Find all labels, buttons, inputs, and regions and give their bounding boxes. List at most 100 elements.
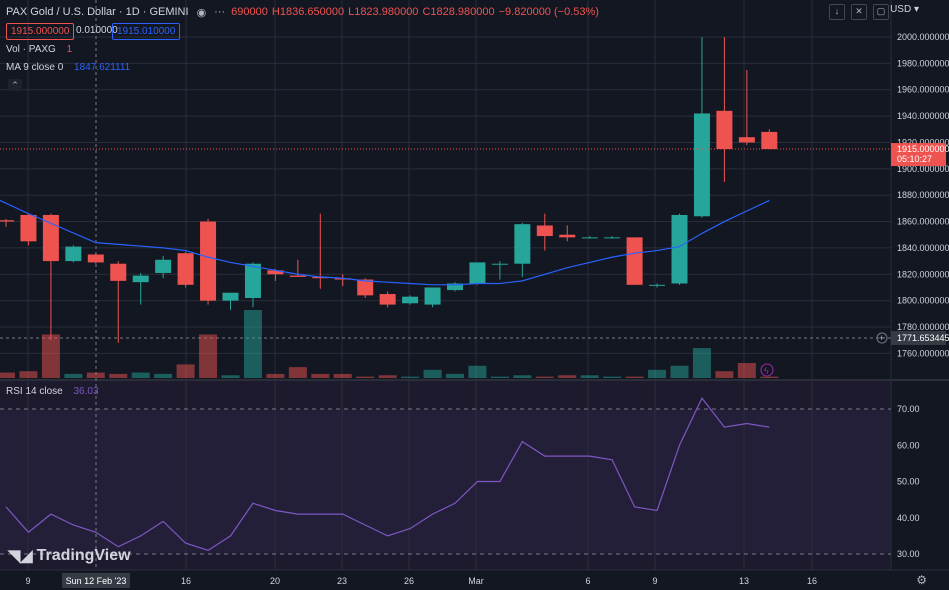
volume-bar: [648, 369, 667, 378]
move-down-icon[interactable]: ↓: [829, 4, 845, 20]
candle-body[interactable]: [424, 287, 441, 305]
candle-body[interactable]: [222, 292, 239, 301]
volume-bar: [558, 375, 577, 378]
candle-body[interactable]: [177, 253, 194, 285]
close-icon[interactable]: ✕: [851, 4, 867, 20]
price-tick-label: 1980.000000: [897, 58, 949, 68]
volume-bar: [19, 371, 38, 378]
candle-body[interactable]: [514, 224, 531, 264]
rsi-band: [0, 409, 891, 554]
price-tick-label: 1920.000000: [897, 137, 949, 147]
eye-icon[interactable]: ◉: [196, 6, 207, 19]
candle-body[interactable]: [267, 270, 284, 275]
candle-body[interactable]: [693, 113, 710, 217]
candle-body[interactable]: [132, 275, 149, 283]
ohlc-high: H1836.650000: [271, 6, 345, 18]
time-tick-label: 6: [585, 576, 590, 586]
candle-body[interactable]: [402, 296, 419, 304]
time-tick-label: 16: [807, 576, 817, 586]
volume-legend[interactable]: Vol · PAXG 1: [6, 44, 72, 55]
price-tick-label: 1780.000000: [897, 322, 949, 332]
flash-icon[interactable]: [760, 363, 774, 377]
time-tick-label: 9: [652, 576, 657, 586]
volume-bar: [580, 375, 599, 378]
candle-body[interactable]: [244, 263, 261, 298]
candle-body[interactable]: [738, 137, 755, 143]
candle-body[interactable]: [604, 237, 621, 239]
ma-legend[interactable]: MA 9 close 0 1847.621111: [6, 62, 130, 73]
collapse-legend-icon[interactable]: ⌃: [8, 79, 22, 91]
candle-body[interactable]: [357, 279, 374, 296]
volume-bar: [0, 372, 15, 378]
volume-bar: [199, 334, 218, 378]
candle-body[interactable]: [334, 278, 351, 280]
candle-body[interactable]: [42, 214, 59, 262]
price-tick-label: 2000.000000: [897, 32, 949, 42]
ohlc-open: 690000: [231, 6, 268, 18]
candle-body[interactable]: [87, 254, 104, 263]
volume-bar: [64, 373, 83, 378]
candle-body[interactable]: [581, 237, 598, 239]
candle-body[interactable]: [155, 259, 172, 273]
flash-glyph: ϟ: [764, 366, 769, 376]
candle-body[interactable]: [536, 225, 553, 237]
candle-body[interactable]: [312, 276, 329, 279]
candle-body[interactable]: [469, 262, 486, 284]
time-tick-label: 26: [404, 576, 414, 586]
candle-body[interactable]: [289, 275, 306, 277]
volume-bar: [356, 376, 375, 378]
volume-bar: [176, 364, 195, 378]
volume-bar: [333, 373, 352, 378]
volume-bar: [221, 375, 240, 378]
spread-value: 0.010000: [76, 25, 118, 36]
volume-bar: [378, 375, 397, 378]
gear-icon[interactable]: ⚙: [916, 573, 927, 587]
candle-body[interactable]: [110, 263, 127, 281]
symbol-title[interactable]: PAX Gold / U.S. Dollar · 1D · GEMINI: [6, 6, 189, 18]
candle-body[interactable]: [379, 294, 396, 305]
candle-body[interactable]: [626, 237, 643, 285]
crosshair-time-text: Sun 12 Feb '23: [66, 576, 127, 586]
ma-label: MA 9 close 0: [6, 62, 64, 73]
volume-bar: [535, 376, 554, 378]
candle-body[interactable]: [649, 284, 666, 286]
crosshair-time-label: [62, 573, 130, 588]
time-tick-label: 20: [270, 576, 280, 586]
candle-body[interactable]: [447, 283, 463, 291]
last-price-text: 1915.000000: [897, 144, 949, 154]
buy-price-button[interactable]: 1915.010000: [112, 23, 181, 40]
price-tick-label: 1760.000000: [897, 348, 949, 358]
volume-bar: [513, 375, 532, 378]
rsi-tick-label: 50.00: [897, 477, 920, 487]
volume-bar: [715, 371, 734, 378]
volume-bar: [692, 348, 711, 378]
candle-body[interactable]: [65, 246, 82, 262]
sell-price-button[interactable]: 1915.000000: [6, 23, 75, 40]
rsi-line: [5, 396, 770, 552]
currency-selector[interactable]: USD ▾: [890, 4, 919, 15]
symbol-header: PAX Gold / U.S. Dollar · 1D · GEMINI ◉ ·…: [6, 3, 599, 21]
price-tick-label: 1860.000000: [897, 217, 949, 227]
rsi-legend[interactable]: RSI 14 close 36.03: [6, 386, 99, 397]
add-alert-icon[interactable]: [876, 332, 888, 344]
candle-body[interactable]: [0, 220, 14, 222]
price-tick-label: 1880.000000: [897, 190, 949, 200]
candle-body[interactable]: [491, 263, 508, 265]
candle-body[interactable]: [716, 110, 733, 150]
candle-body[interactable]: [671, 214, 688, 284]
price-tick-label: 1800.000000: [897, 296, 949, 306]
more-dots-icon[interactable]: ···: [214, 6, 226, 18]
candle-body[interactable]: [559, 234, 576, 238]
volume-bar: [603, 376, 622, 378]
crosshair-price-text: 1771.653445: [897, 333, 949, 343]
chevron-down-icon: ▾: [913, 4, 919, 15]
candle-body[interactable]: [20, 214, 37, 242]
price-tick-label: 1840.000000: [897, 243, 949, 253]
ma-line: [0, 199, 770, 286]
volume-bar: [86, 372, 105, 378]
price-tick-label: 1900.000000: [897, 164, 949, 174]
candle-body[interactable]: [761, 131, 778, 150]
maximize-icon[interactable]: ▢: [873, 4, 889, 20]
candle-body[interactable]: [200, 221, 217, 301]
